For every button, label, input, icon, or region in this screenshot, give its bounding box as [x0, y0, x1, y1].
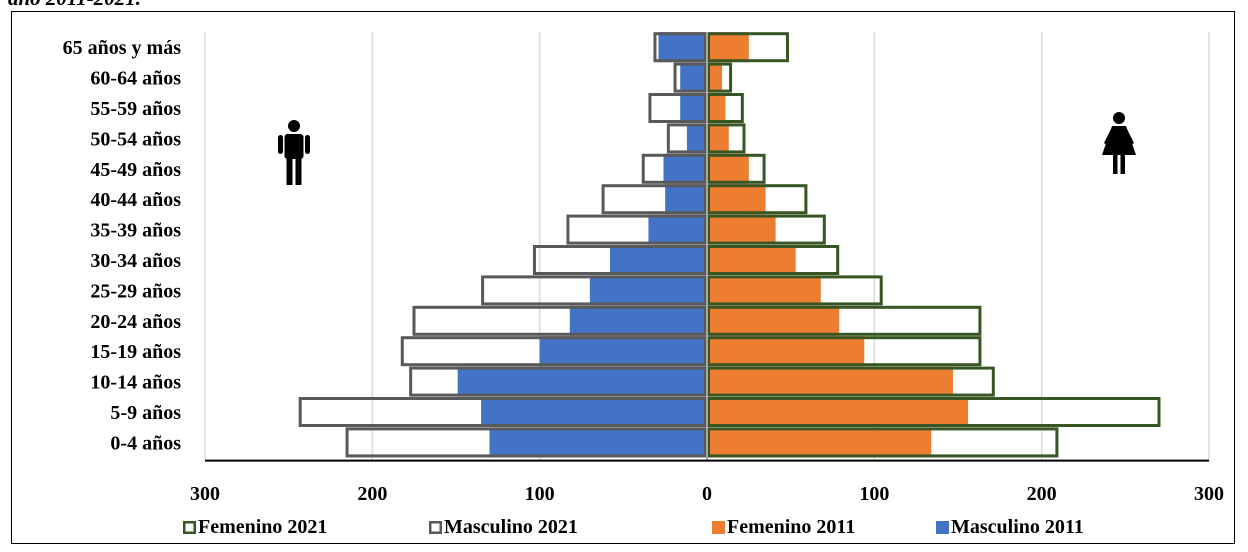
bar-femenino-2011 — [707, 62, 723, 93]
bar-masculino-2021 — [566, 214, 707, 245]
bar-femenino-2011 — [707, 427, 932, 458]
category-label: 10-14 años — [90, 372, 181, 394]
legend-label: Femenino 2011 — [727, 516, 855, 538]
bar-masculino-2011 — [481, 397, 707, 427]
x-tick-label: 100 — [859, 483, 889, 505]
bar-femenino-2021 — [707, 336, 982, 367]
category-label: 50-54 años — [90, 128, 181, 150]
category-label: 0-4 años — [110, 432, 181, 454]
legend-item-femenino-2011: Femenino 2011 — [712, 516, 855, 538]
x-tick-label: 0 — [702, 483, 712, 505]
bar-masculino-2011 — [539, 336, 707, 367]
x-tick-label: 300 — [190, 483, 220, 505]
legend-item-femenino-2021: Femenino 2021 — [183, 516, 327, 538]
bar-masculino-2021 — [532, 245, 707, 275]
bar-masculino-2011 — [680, 93, 707, 123]
bar-femenino-2021 — [707, 153, 766, 184]
bar-masculino-2011 — [569, 305, 707, 336]
bar-masculino-2021 — [648, 93, 708, 123]
category-label: 5-9 años — [110, 402, 181, 424]
bar-masculino-2011 — [489, 427, 707, 458]
category-label: 55-59 años — [90, 98, 181, 120]
legend-item-masculino-2011: Masculino 2011 — [936, 516, 1084, 538]
bar-femenino-2021 — [707, 275, 883, 306]
bar-femenino-2011 — [707, 245, 796, 275]
bar-masculino-2021 — [481, 275, 707, 306]
bar-masculino-2011 — [648, 214, 707, 245]
male-person-icon — [278, 120, 310, 185]
chart-frame — [11, 11, 1235, 544]
legend-swatch — [936, 521, 949, 534]
bar-masculino-2011 — [686, 123, 707, 154]
bar-masculino-2011 — [658, 32, 707, 63]
x-tick-labels: 300 200 100 0 100 200 300 — [190, 483, 1224, 505]
bar-masculino-2011 — [609, 245, 707, 275]
bar-femenino-2011 — [707, 397, 969, 427]
bar-femenino-2011 — [707, 366, 953, 397]
bar-femenino-2021 — [707, 245, 840, 275]
x-tick-label: 200 — [1027, 483, 1057, 505]
legend-label: Femenino 2021 — [198, 516, 327, 538]
x-tick-label: 200 — [357, 483, 387, 505]
category-label: 45-49 años — [90, 159, 181, 181]
female-person-icon — [1102, 112, 1136, 174]
category-label: 65 años y más — [63, 37, 182, 59]
bar-femenino-2021 — [707, 123, 746, 154]
x-tick-label: 100 — [525, 483, 555, 505]
legend-label: Masculino 2011 — [951, 516, 1084, 538]
bar-masculino-2021 — [409, 366, 707, 397]
bar-masculino-2021 — [666, 123, 708, 154]
bar-masculino-2021 — [400, 336, 707, 367]
bars — [298, 32, 1161, 458]
bar-femenino-2021 — [707, 62, 733, 93]
bar-femenino-2011 — [707, 275, 821, 306]
category-label: 60-64 años — [90, 68, 181, 90]
figure-caption: año 2011-2021. — [8, 0, 141, 11]
bar-femenino-2011 — [707, 123, 729, 154]
bar-masculino-2021 — [673, 62, 707, 93]
bar-masculino-2011 — [665, 184, 707, 215]
category-label: 25-29 años — [90, 280, 181, 302]
category-labels: 65 años y más 60-64 años 55-59 años 50-54 a… — [63, 37, 182, 454]
category-label: 40-44 años — [90, 189, 181, 211]
bar-femenino-2021 — [707, 366, 995, 397]
bar-femenino-2021 — [707, 305, 982, 336]
bar-femenino-2021 — [707, 93, 744, 123]
category-label: 20-24 años — [90, 311, 181, 333]
bar-femenino-2021 — [707, 397, 1161, 427]
category-label: 30-34 años — [90, 250, 181, 272]
axes — [205, 32, 1209, 462]
category-label: 15-19 años — [90, 341, 181, 363]
bar-femenino-2021 — [707, 32, 789, 63]
bar-femenino-2021 — [707, 427, 1059, 458]
legend-item-masculino-2021: Masculino 2021 — [429, 516, 578, 538]
bar-masculino-2021 — [412, 305, 707, 336]
legend-swatch — [429, 521, 442, 534]
bar-femenino-2011 — [707, 184, 766, 215]
bar-femenino-2011 — [707, 305, 840, 336]
bar-masculino-2021 — [653, 32, 707, 63]
bar-masculino-2011 — [457, 366, 707, 397]
bar-masculino-2011 — [663, 153, 707, 184]
bar-masculino-2011 — [589, 275, 707, 306]
bar-masculino-2021 — [601, 184, 708, 215]
bar-femenino-2011 — [707, 336, 865, 367]
bar-masculino-2021 — [641, 153, 707, 184]
bar-masculino-2021 — [345, 427, 707, 458]
legend-label: Masculino 2021 — [444, 516, 578, 538]
bar-femenino-2021 — [707, 214, 826, 245]
bar-femenino-2011 — [707, 32, 749, 63]
category-label: 35-39 años — [90, 220, 181, 242]
bar-masculino-2021 — [298, 397, 707, 427]
bar-femenino-2021 — [707, 184, 808, 215]
legend-swatch — [712, 521, 725, 534]
bar-femenino-2011 — [707, 153, 749, 184]
x-tick-label: 300 — [1194, 483, 1224, 505]
bar-femenino-2011 — [707, 93, 726, 123]
legend-swatch — [183, 521, 196, 534]
bar-femenino-2011 — [707, 214, 776, 245]
bar-masculino-2011 — [680, 62, 707, 93]
legend: Femenino 2021 Masculino 2021 Femenino 2011… — [183, 516, 1084, 538]
